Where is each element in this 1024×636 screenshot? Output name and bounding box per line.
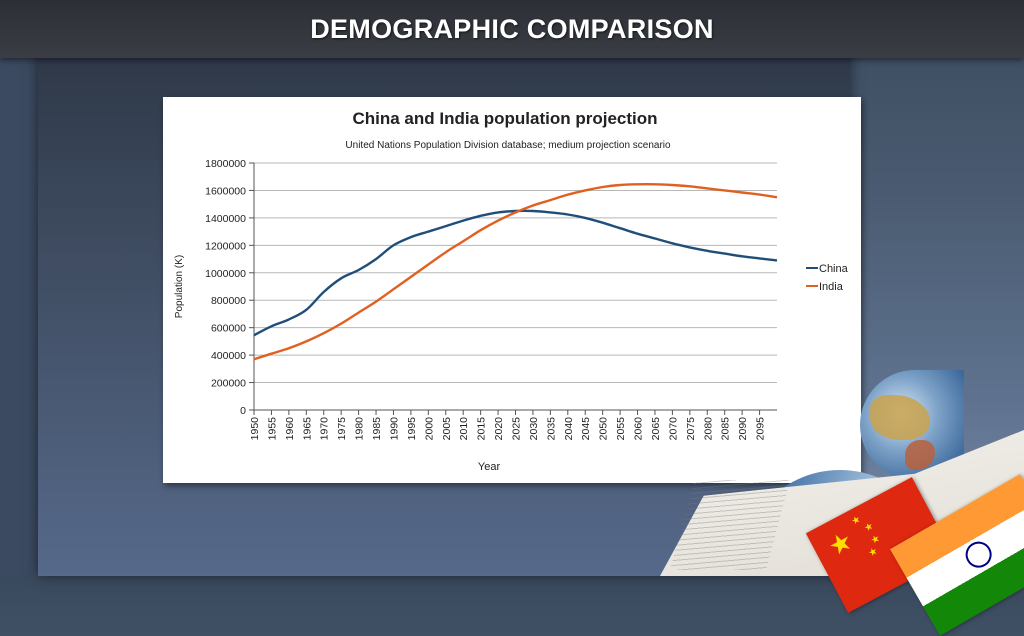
chart-card: China and India population projection Uni… (163, 97, 861, 483)
x-tick-label: 2040 (563, 417, 575, 441)
book-text-lines (670, 480, 790, 570)
x-tick-label: 2095 (755, 417, 767, 441)
y-tick-label: 400000 (211, 350, 246, 362)
x-tick-label: 2070 (667, 417, 679, 441)
x-axis-label: Year (478, 461, 501, 473)
x-tick-label: 2030 (528, 417, 540, 441)
chakra-icon (960, 536, 997, 573)
star-icon: ★ (822, 524, 858, 563)
x-tick-label: 2060 (633, 417, 645, 441)
y-tick-label: 200000 (211, 378, 246, 390)
star-icon: ★ (862, 520, 876, 535)
x-tick-label: 1980 (354, 417, 366, 441)
x-tick-label: 2015 (476, 417, 488, 441)
x-tick-label: 1950 (249, 417, 261, 441)
x-tick-label: 2010 (458, 417, 470, 441)
x-tick-label: 2080 (702, 417, 714, 441)
x-tick-label: 1985 (371, 417, 383, 441)
x-tick-label: 1960 (284, 417, 296, 441)
x-tick-label: 1955 (266, 417, 278, 441)
y-tick-label: 1600000 (205, 185, 246, 197)
y-tick-label: 800000 (211, 295, 246, 307)
y-tick-label: 600000 (211, 323, 246, 335)
y-axis-label: Population (K) (174, 255, 185, 318)
y-tick-label: 1200000 (205, 240, 246, 252)
population-line-chart: China and India population projection Uni… (174, 109, 849, 473)
legend-label-china: China (819, 263, 849, 275)
star-icon: ★ (866, 545, 880, 560)
legend-label-india: India (819, 281, 844, 293)
x-tick-label: 2085 (720, 417, 732, 441)
x-tick-label: 2065 (650, 417, 662, 441)
slide-title: DEMOGRAPHIC COMPARISON (310, 14, 714, 44)
globe-landmass-icon (870, 395, 930, 440)
star-icon: ★ (849, 513, 863, 528)
x-tick-label: 1990 (388, 417, 400, 441)
chart-subtitle: United Nations Population Division datab… (345, 140, 671, 151)
y-tick-label: 1000000 (205, 268, 246, 280)
x-tick-label: 1965 (301, 417, 313, 441)
series-line-china (253, 209, 778, 337)
x-tick-label: 2020 (493, 417, 505, 441)
x-tick-label: 2090 (737, 417, 749, 441)
x-tick-label: 1995 (406, 417, 418, 441)
background-left-edge (0, 0, 38, 576)
title-bar: DEMOGRAPHIC COMPARISON (0, 0, 1024, 58)
y-tick-label: 1400000 (205, 213, 246, 225)
x-tick-label: 2055 (615, 417, 627, 441)
x-tick-label: 2005 (441, 417, 453, 441)
x-tick-label: 1970 (319, 417, 331, 441)
y-tick-label: 0 (240, 405, 246, 417)
x-tick-label: 2075 (685, 417, 697, 441)
x-tick-label: 1975 (336, 417, 348, 441)
x-tick-label: 2045 (580, 417, 592, 441)
x-tick-label: 2000 (423, 417, 435, 441)
x-tick-label: 2035 (545, 417, 557, 441)
star-icon: ★ (869, 533, 883, 547)
series-line-india (253, 183, 778, 361)
x-tick-label: 2050 (598, 417, 610, 441)
x-tick-label: 2025 (511, 417, 523, 441)
chart-title: China and India population projection (352, 109, 657, 128)
y-tick-label: 1800000 (205, 158, 246, 170)
